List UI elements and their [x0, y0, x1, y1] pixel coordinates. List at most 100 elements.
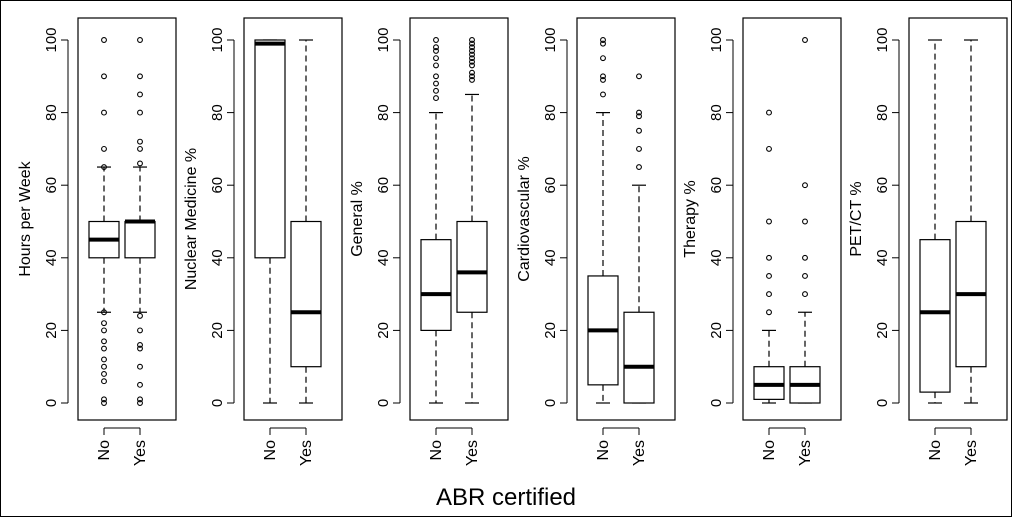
- y-tick-label: 20: [542, 322, 559, 339]
- plot-frame: [77, 17, 177, 421]
- x-tick-label-no: No: [595, 440, 612, 461]
- x-axis: No Yes: [262, 427, 315, 466]
- y-tick-label: 20: [43, 322, 60, 339]
- iqr-box: [919, 239, 951, 393]
- x-tick-label-yes: Yes: [963, 440, 980, 466]
- y-tick-label: 80: [874, 104, 891, 121]
- outlier-point: [802, 254, 808, 261]
- y-tick-label: 80: [708, 104, 725, 121]
- outlier-point: [433, 80, 439, 87]
- y-tick-label: 60: [375, 177, 392, 194]
- x-axis: No Yes: [927, 427, 980, 466]
- box-no: [587, 37, 619, 404]
- outlier-point: [101, 356, 107, 363]
- panel-4: Cardiovascular % 0 20 40 60 80 100 No Yes: [516, 17, 676, 466]
- y-axis-label: PET/CT %: [848, 181, 865, 256]
- box-no: [420, 37, 452, 404]
- x-tick-label-yes: Yes: [298, 440, 315, 466]
- panel-1: Hours per Week 0 20 40 60 80 100 No Yes: [17, 17, 177, 466]
- panel-3: General % 0 20 40 60 80 100 No Yes: [349, 17, 509, 466]
- iqr-box: [420, 239, 452, 331]
- outlier-point: [101, 378, 107, 385]
- y-tick-label: 100: [43, 27, 60, 52]
- y-tick-label: 0: [874, 399, 891, 407]
- outlier-point: [802, 273, 808, 279]
- iqr-box: [124, 220, 156, 259]
- outlier-point: [137, 396, 143, 403]
- x-tick-label-no: No: [761, 440, 778, 461]
- y-tick-label: 20: [708, 322, 725, 339]
- y-tick-label: 20: [375, 322, 392, 339]
- outlier-point: [600, 55, 606, 62]
- outlier-point: [101, 363, 107, 370]
- y-tick-label: 40: [874, 249, 891, 266]
- box-yes: [290, 39, 322, 404]
- outlier-point: [766, 291, 772, 298]
- y-axis: 0 20 40 60 80 100: [708, 27, 734, 407]
- outlier-point: [101, 320, 107, 327]
- outlier-point: [101, 338, 107, 345]
- iqr-box: [254, 39, 286, 259]
- x-axis: No Yes: [96, 427, 149, 466]
- outlier-point: [137, 363, 143, 370]
- y-tick-label: 40: [43, 249, 60, 266]
- x-tick-label-no: No: [262, 440, 279, 461]
- outlier-point: [137, 145, 143, 152]
- y-tick-label: 60: [209, 177, 226, 194]
- outlier-point: [101, 37, 107, 43]
- outlier-point: [766, 273, 772, 279]
- outlier-point: [101, 109, 107, 116]
- outlier-point: [433, 95, 439, 102]
- iqr-box: [456, 220, 488, 313]
- outlier-point: [469, 76, 475, 83]
- x-tick-label-yes: Yes: [132, 440, 149, 466]
- outlier-point: [802, 182, 808, 189]
- outlier-point: [137, 73, 143, 80]
- outlier-point: [469, 40, 475, 47]
- outlier-point: [137, 138, 143, 145]
- outlier-point: [137, 341, 143, 348]
- outlier-point: [636, 73, 642, 80]
- outlier-point: [469, 55, 475, 62]
- y-tick-label: 60: [708, 177, 725, 194]
- y-axis-label: General %: [349, 181, 366, 257]
- y-axis: 0 20 40 60 80 100: [542, 27, 568, 407]
- outlier-point: [137, 327, 143, 334]
- y-axis-label: Hours per Week: [17, 160, 34, 276]
- outlier-point: [469, 58, 475, 65]
- y-tick-label: 60: [43, 177, 60, 194]
- outlier-point: [802, 37, 808, 43]
- y-tick-label: 80: [542, 104, 559, 121]
- outlier-point: [636, 109, 642, 116]
- outlier-point: [433, 73, 439, 80]
- outlier-point: [600, 91, 606, 98]
- plot-frame: [908, 17, 1008, 421]
- outlier-point: [137, 109, 143, 116]
- outlier-point: [101, 73, 107, 80]
- outlier-point: [433, 37, 439, 43]
- y-tick-label: 100: [708, 27, 725, 52]
- y-tick-label: 100: [874, 27, 891, 52]
- y-tick-label: 80: [43, 104, 60, 121]
- y-axis-label: Nuclear Medicine %: [183, 148, 200, 290]
- outlier-point: [766, 109, 772, 116]
- outlier-point: [137, 37, 143, 43]
- x-tick-label-yes: Yes: [464, 440, 481, 466]
- panel-5: Therapy % 0 20 40 60 80 100 No Yes: [682, 17, 842, 466]
- plot-frame: [243, 17, 343, 421]
- y-axis: 0 20 40 60 80 100: [375, 27, 401, 407]
- x-tick-label-no: No: [428, 440, 445, 461]
- outlier-point: [137, 381, 143, 388]
- y-axis-label: Cardiovascular %: [516, 156, 533, 281]
- outlier-point: [137, 345, 143, 352]
- box-yes: [789, 37, 821, 404]
- plot-frame: [409, 17, 509, 421]
- outlier-point: [802, 291, 808, 298]
- x-axis: No Yes: [428, 427, 481, 466]
- outlier-point: [600, 40, 606, 47]
- y-axis: 0 20 40 60 80 100: [874, 27, 900, 407]
- outlier-point: [469, 51, 475, 58]
- outlier-point: [766, 309, 772, 316]
- y-tick-label: 20: [209, 322, 226, 339]
